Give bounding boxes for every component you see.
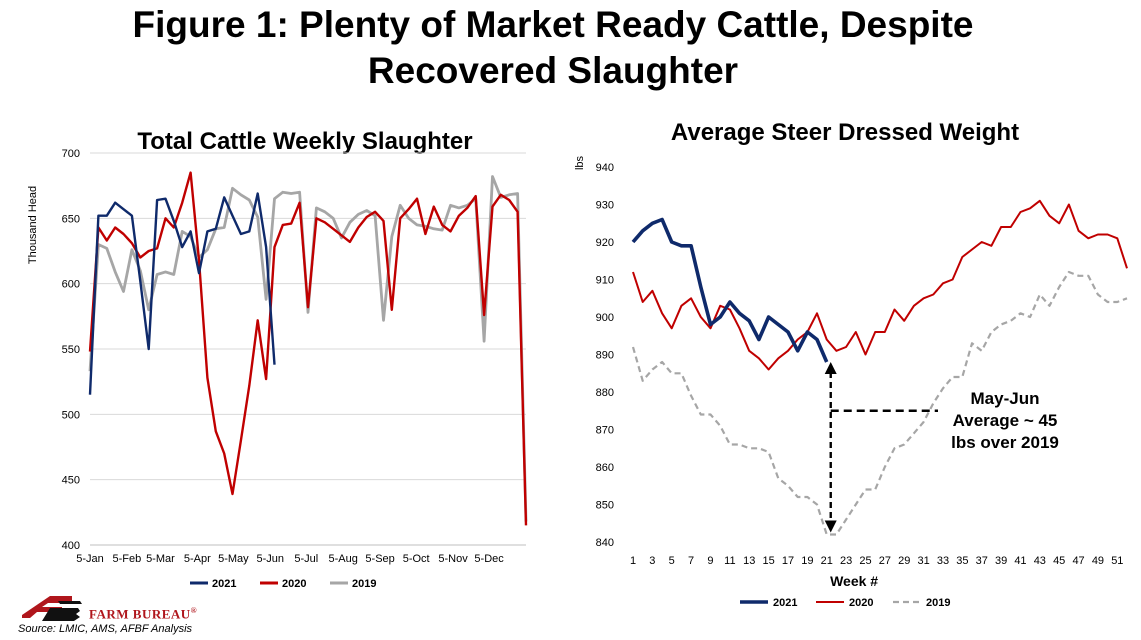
weight-x-tick-label: 21 (821, 555, 833, 567)
weight-x-tick-label: 31 (917, 555, 929, 567)
weight-x-tick-label: 5 (669, 555, 675, 567)
slaughter-y-tick-label: 700 (62, 148, 80, 160)
slaughter-y-tick-label: 650 (62, 213, 80, 225)
slaughter-chart: 400 450 500 550 600 650 700 Thousand Head 5-Jan 5… (27, 148, 528, 590)
weight-x-axis-title: Week # (830, 573, 878, 589)
weight-x-tick-label: 29 (898, 555, 910, 567)
slaughter-x-tick-label: 5-Nov (438, 553, 468, 565)
main-title-line2: Recovered Slaughter (367, 50, 739, 91)
weight-y-tick-label: 880 (596, 387, 614, 399)
weight-x-tick-label: 39 (995, 555, 1007, 567)
weight-x-tick-label: 3 (649, 555, 655, 567)
slaughter-y-tick-label: 600 (62, 279, 80, 291)
slaughter-series-2020-line (88, 171, 528, 526)
weight-legend-label-2019: 2019 (926, 597, 950, 609)
slaughter-legend-label-2021: 2021 (212, 578, 236, 590)
weight-x-tick-label: 15 (762, 555, 774, 567)
weight-x-tick-label: 9 (707, 555, 713, 567)
weight-x-tick-label: 17 (782, 555, 794, 567)
weight-x-tick-label: 11 (724, 555, 735, 567)
slaughter-chart-title: Total Cattle Weekly Slaughter (137, 128, 473, 155)
weight-series-2019-line (631, 270, 1128, 536)
slaughter-x-tick-label: 5-Sep (365, 553, 394, 565)
annotation-text-line: Average ~ 45 (953, 411, 1058, 430)
slaughter-y-axis-title: Thousand Head (27, 186, 39, 264)
slaughter-x-tick-label: 5-May (218, 553, 249, 565)
slaughter-x-tick-label: 5-Jun (257, 553, 285, 565)
slaughter-y-tick-label: 500 (62, 409, 80, 421)
slaughter-y-tick-label: 400 (62, 540, 80, 552)
source-note: Source: LMIC, AMS, AFBF Analysis (18, 623, 193, 635)
annotation-arrowhead-up-icon (824, 362, 837, 374)
slaughter-legend-label-2020: 2020 (282, 578, 306, 590)
slaughter-y-tick-label: 450 (62, 475, 80, 487)
weight-y-tick-label: 870 (596, 425, 614, 437)
weight-y-tick-label: 900 (596, 312, 614, 324)
weight-x-tick-label: 41 (1014, 555, 1026, 567)
weight-x-tick-label: 13 (743, 555, 755, 567)
weight-y-tick-label: 850 (596, 500, 614, 512)
weight-series-2021-line (631, 217, 829, 363)
logo-registered-mark: ® (190, 606, 198, 615)
annotation-arrowhead-down-icon (824, 520, 837, 533)
annotation-text-line: lbs over 2019 (951, 433, 1059, 452)
weight-x-tick-label: 45 (1053, 555, 1065, 567)
slaughter-y-tick-label: 550 (62, 344, 80, 356)
weight-x-tick-label: 7 (688, 555, 694, 567)
slaughter-x-tick-label: 5-Mar (146, 553, 175, 565)
weight-series-2020-line (632, 199, 1128, 371)
weight-legend-label-2021: 2021 (773, 597, 797, 609)
farm-bureau-logo-text: FARM BUREAU® (89, 606, 197, 622)
weight-x-tick-label: 35 (956, 555, 968, 567)
weight-x-tick-label: 19 (801, 555, 813, 567)
slaughter-x-tick-label: 5-Jul (294, 553, 318, 565)
weight-y-tick-label: 890 (596, 350, 614, 362)
weight-y-tick-label: 920 (596, 237, 614, 249)
slaughter-x-tick-label: 5-Oct (403, 553, 430, 565)
weight-x-tick-label: 1 (630, 555, 636, 567)
weight-y-axis-title: lbs (574, 155, 586, 170)
farm-bureau-logo-icon (22, 596, 82, 621)
weight-y-tick-label: 940 (596, 162, 614, 174)
weight-chart-title: Average Steer Dressed Weight (670, 119, 1020, 146)
slaughter-series-2019-line (88, 175, 528, 522)
slaughter-x-tick-label: 5-Aug (329, 553, 358, 565)
weight-y-tick-label: 930 (596, 200, 614, 212)
main-title-line1: Figure 1: Plenty of Market Ready Cattle,… (132, 4, 974, 45)
weight-x-tick-label: 23 (840, 555, 852, 567)
slaughter-x-tick-label: 5-Jan (76, 553, 104, 565)
main-title: Figure 1: Plenty of Market Ready Cattle,… (0, 2, 1106, 94)
weight-x-tick-label: 27 (879, 555, 891, 567)
weight-x-tick-label: 33 (937, 555, 949, 567)
annotation-text-line: May-Jun (971, 389, 1040, 408)
weight-x-tick-label: 37 (976, 555, 988, 567)
slaughter-legend-label-2019: 2019 (352, 578, 376, 590)
weight-x-tick-label: 25 (859, 555, 871, 567)
weight-x-tick-label: 51 (1111, 555, 1123, 567)
weight-y-tick-label: 910 (596, 275, 614, 287)
weight-y-tick-label: 860 (596, 462, 614, 474)
logo-name: FARM BUREAU (89, 606, 191, 622)
weight-y-tick-label: 840 (596, 537, 614, 549)
slaughter-x-tick-label: 5-Dec (474, 553, 504, 565)
weight-x-tick-label: 49 (1092, 555, 1104, 567)
weight-legend-label-2020: 2020 (849, 597, 873, 609)
slaughter-series-2021-line (88, 192, 276, 395)
weight-x-tick-label: 47 (1072, 555, 1084, 567)
weight-x-tick-label: 43 (1034, 555, 1046, 567)
slaughter-x-tick-label: 5-Apr (184, 553, 211, 565)
slaughter-x-tick-label: 5-Feb (113, 553, 142, 565)
